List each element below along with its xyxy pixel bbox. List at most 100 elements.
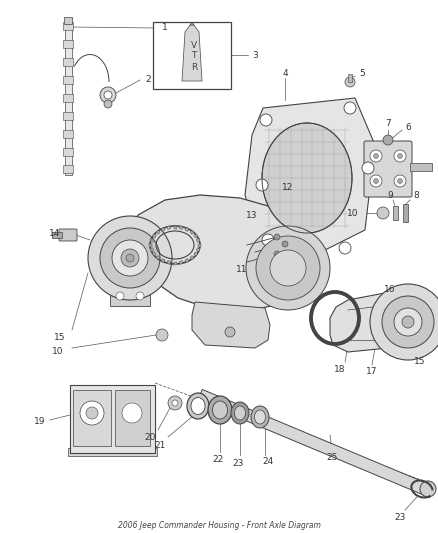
Circle shape [370,175,382,187]
Text: 11: 11 [236,265,248,274]
Bar [196,238,200,242]
Bar [110,288,150,306]
Circle shape [383,135,393,145]
Ellipse shape [254,410,265,424]
Text: 24: 24 [262,457,274,466]
Bar [198,390,434,497]
Text: 5: 5 [359,69,365,78]
Circle shape [88,216,172,300]
Bar [185,228,189,231]
Circle shape [100,228,160,288]
Text: R: R [191,62,197,71]
Text: 8: 8 [413,191,419,200]
Ellipse shape [208,396,232,424]
Circle shape [370,150,382,162]
Bar [156,230,160,235]
Text: 14: 14 [49,229,61,238]
Bar [68,448,157,456]
Circle shape [362,162,374,174]
Text: 23: 23 [394,513,406,521]
Circle shape [394,150,406,162]
Bar [64,17,72,24]
Circle shape [339,242,351,254]
Circle shape [172,400,178,406]
Ellipse shape [231,402,249,424]
Circle shape [156,329,168,341]
Circle shape [256,179,268,191]
Bar [63,148,73,156]
Bar [180,226,183,229]
Circle shape [370,284,438,360]
Polygon shape [245,98,375,255]
Bar [150,248,154,252]
Polygon shape [190,23,194,25]
Circle shape [270,250,306,286]
Bar [63,22,73,30]
Text: 1: 1 [162,23,168,33]
Bar [156,256,160,260]
Circle shape [398,154,403,158]
Bar [393,206,398,220]
Circle shape [262,234,274,246]
Text: 15: 15 [54,334,66,343]
Bar [410,163,432,171]
Circle shape [104,91,112,99]
Circle shape [104,100,112,108]
Circle shape [256,236,320,300]
Circle shape [345,77,355,87]
Circle shape [394,175,406,187]
Bar [180,261,183,264]
Circle shape [398,179,403,183]
Bar [167,226,171,229]
Circle shape [374,154,378,158]
Bar [194,252,198,256]
Circle shape [246,226,330,310]
Bar [185,259,189,263]
Text: 16: 16 [384,286,396,295]
Bar [190,256,194,260]
Text: 23: 23 [232,458,244,467]
Ellipse shape [234,406,246,420]
Text: 2: 2 [145,76,151,85]
Polygon shape [130,195,318,310]
Bar [167,261,171,264]
Text: 2006 Jeep Commander Housing - Front Axle Diagram: 2006 Jeep Commander Housing - Front Axle… [117,521,321,530]
Bar [150,238,154,242]
Text: 4: 4 [282,69,288,77]
Polygon shape [192,302,270,348]
Polygon shape [330,292,418,352]
Circle shape [394,308,422,336]
FancyBboxPatch shape [364,141,412,197]
Text: 22: 22 [212,456,224,464]
Circle shape [260,114,272,126]
Bar [152,252,156,256]
Text: 10: 10 [52,348,64,357]
Circle shape [377,207,389,219]
Bar [161,228,165,231]
Bar [63,165,73,173]
Text: 12: 12 [283,183,294,192]
Circle shape [100,87,116,103]
Circle shape [122,403,142,423]
Bar [348,74,352,82]
Bar [161,259,165,263]
Circle shape [282,241,288,247]
Circle shape [274,234,280,240]
Circle shape [80,401,104,425]
Bar [152,234,156,238]
Text: 25: 25 [326,453,338,462]
Bar [190,230,194,235]
Bar [115,390,150,446]
Bar [64,22,71,175]
Text: 13: 13 [246,212,258,221]
Text: 21: 21 [154,440,166,449]
Circle shape [274,251,280,257]
Ellipse shape [262,123,352,233]
Bar [63,112,73,120]
Bar [73,390,111,446]
Ellipse shape [212,401,227,419]
Text: V: V [191,41,197,50]
Bar [173,262,177,264]
Bar [63,40,73,48]
Ellipse shape [187,393,209,419]
